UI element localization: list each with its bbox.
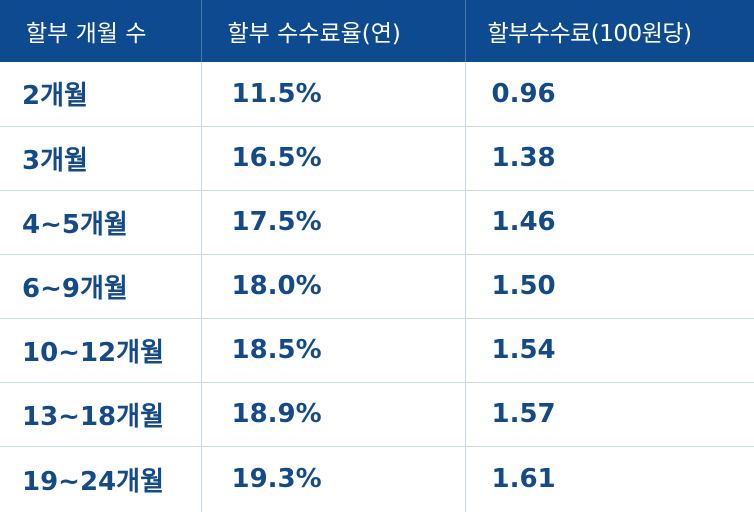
cell-rate: 17.5% — [200, 190, 465, 255]
cell-months: 2개월 — [0, 62, 201, 127]
table-header-row: 할부 개월 수 할부 수수료율(연) 할부수수료(100원당) — [0, 0, 754, 62]
cell-rate: 19.3% — [200, 446, 465, 512]
cell-fee: 1.50 — [464, 254, 754, 319]
table-row: 3개월 16.5% 1.38 — [0, 126, 754, 191]
cell-months: 6~9개월 — [0, 254, 201, 319]
cell-months: 13~18개월 — [0, 382, 201, 447]
cell-months: 3개월 — [0, 126, 201, 191]
cell-fee: 0.96 — [464, 62, 754, 127]
table-row: 4~5개월 17.5% 1.46 — [0, 190, 754, 255]
cell-fee: 1.46 — [464, 190, 754, 255]
cell-months: 4~5개월 — [0, 190, 201, 255]
cell-fee: 1.38 — [464, 126, 754, 191]
cell-months: 10~12개월 — [0, 318, 201, 383]
header-annual-fee-rate: 할부 수수료율(연) — [200, 0, 465, 62]
cell-fee: 1.57 — [464, 382, 754, 447]
table-row: 6~9개월 18.0% 1.50 — [0, 254, 754, 319]
cell-rate: 11.5% — [200, 62, 465, 127]
cell-rate: 18.5% — [200, 318, 465, 383]
table-row: 19~24개월 19.3% 1.61 — [0, 446, 754, 512]
table-row: 13~18개월 18.9% 1.57 — [0, 382, 754, 447]
header-fee-per-100-won: 할부수수료(100원당) — [464, 0, 754, 62]
cell-fee: 1.54 — [464, 318, 754, 383]
cell-months: 19~24개월 — [22, 466, 164, 497]
header-installment-months: 할부 개월 수 — [26, 21, 147, 47]
table-row: 10~12개월 18.5% 1.54 — [0, 318, 754, 383]
cell-fee: 1.61 — [464, 446, 754, 512]
cell-rate: 18.0% — [200, 254, 465, 319]
cell-rate: 16.5% — [200, 126, 465, 191]
table-row: 2개월 11.5% 0.96 — [0, 62, 754, 127]
cell-rate: 18.9% — [200, 382, 465, 447]
